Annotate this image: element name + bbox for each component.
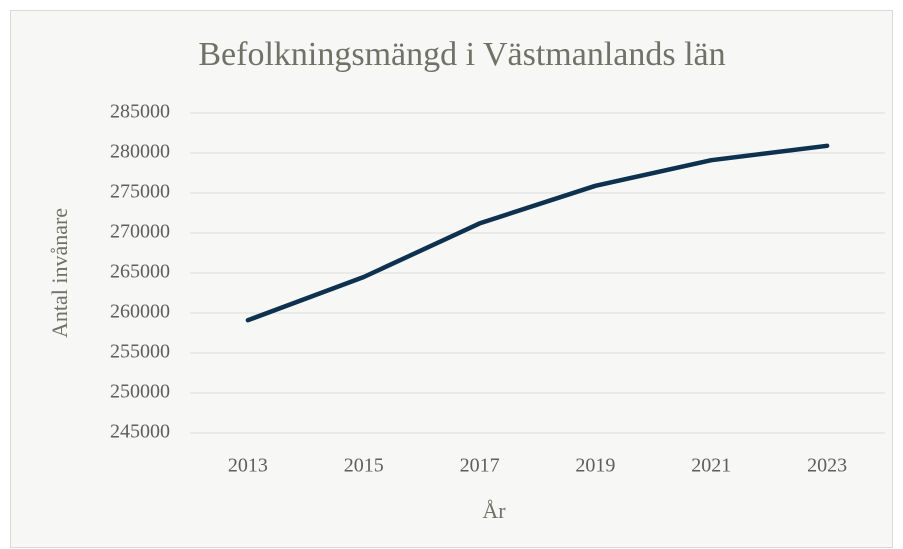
y-tick-label: 245000 — [110, 421, 170, 443]
x-tick-label: 2021 — [691, 455, 731, 477]
y-tick-label: 285000 — [110, 101, 170, 123]
x-tick-label: 2015 — [344, 455, 384, 477]
chart-title: Befolkningsmängd i Västmanlands län — [198, 36, 725, 73]
y-tick-label: 270000 — [110, 221, 170, 243]
data-line — [245, 143, 830, 323]
y-axis-label: Antal invånare — [47, 208, 72, 338]
y-tick-label: 280000 — [110, 141, 170, 163]
y-tick-label: 250000 — [110, 381, 170, 403]
y-tick-label: 255000 — [110, 341, 170, 363]
x-tick-label: 2023 — [807, 455, 847, 477]
y-tick-label: 265000 — [110, 261, 170, 283]
y-tick-label: 260000 — [110, 301, 170, 323]
y-tick-label: 275000 — [110, 181, 170, 203]
x-tick-label: 2017 — [460, 455, 500, 477]
x-axis-label: År — [482, 498, 506, 523]
x-tick-label: 2019 — [575, 455, 615, 477]
x-tick-label: 2013 — [228, 455, 268, 477]
chart-background — [10, 10, 893, 548]
